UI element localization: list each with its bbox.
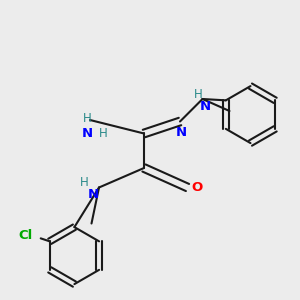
Text: H: H bbox=[82, 112, 91, 125]
Text: N: N bbox=[81, 127, 93, 140]
Text: H: H bbox=[194, 88, 202, 101]
Text: Cl: Cl bbox=[19, 229, 33, 242]
Text: N: N bbox=[200, 100, 211, 113]
Text: H: H bbox=[99, 127, 108, 140]
Text: N: N bbox=[87, 188, 99, 202]
Text: N: N bbox=[176, 125, 187, 139]
Text: O: O bbox=[191, 181, 202, 194]
Text: H: H bbox=[80, 176, 88, 190]
